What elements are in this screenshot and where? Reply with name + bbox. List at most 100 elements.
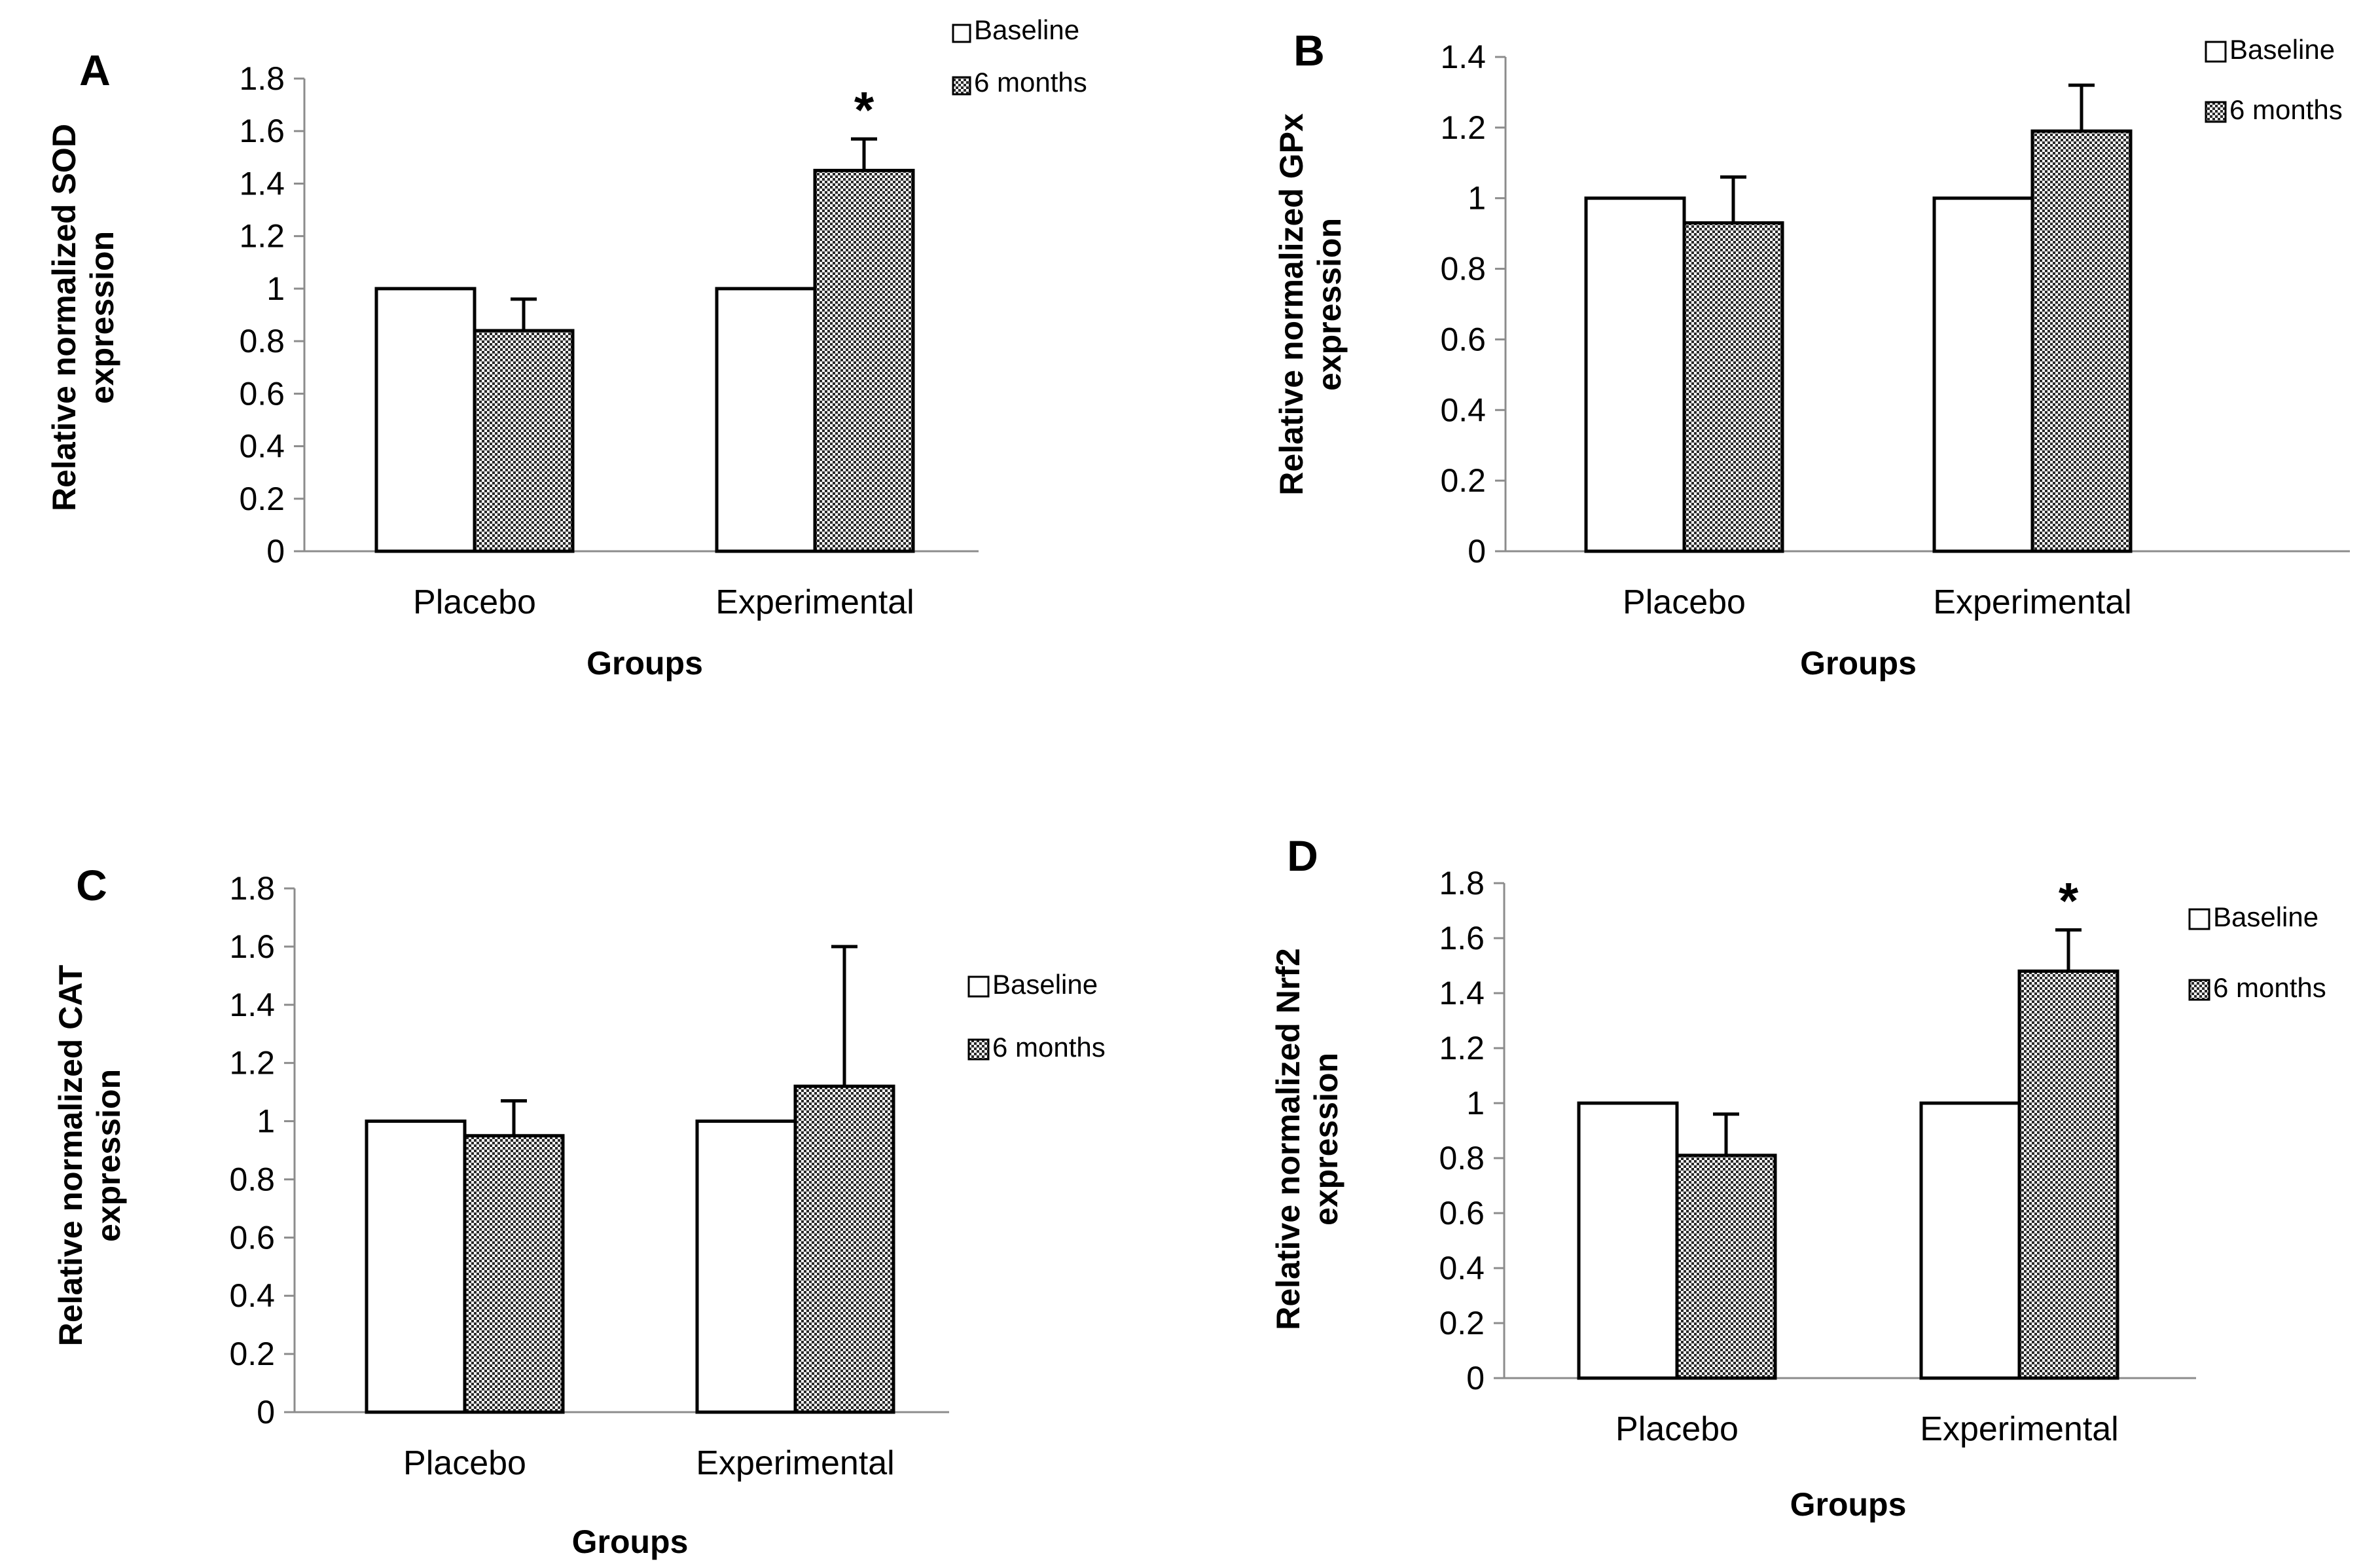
legend-label: Baseline xyxy=(2213,901,2318,932)
x-tick-label: Placebo xyxy=(403,1444,526,1482)
legend-label: Baseline xyxy=(992,969,1098,1000)
y-tick-label: 1.8 xyxy=(1439,865,1485,901)
bar-baseline-placebo xyxy=(374,287,477,553)
bar-6-months-experimental xyxy=(2030,129,2133,553)
y-axis-title-line: expression xyxy=(1311,218,1348,391)
legend-label: 6 months xyxy=(2213,972,2326,1003)
legend-label: 6 months xyxy=(2229,94,2343,125)
y-axis-title-line: Relative normalized CAT xyxy=(52,965,89,1347)
chart-panel-a: A 0 0.2 0.4 0.6 0.8 1 1.2 1.4 1.6 1.8 Placebo * Exper… xyxy=(46,14,1087,682)
bar-baseline-experimental xyxy=(695,1120,797,1414)
y-tick-label: 1.4 xyxy=(1439,975,1485,1011)
y-axis-title-line: Relative normalized Nrf2 xyxy=(1270,948,1307,1330)
legend-swatch xyxy=(2205,101,2227,123)
bar-baseline-experimental xyxy=(715,287,817,553)
y-tick-label: 0.2 xyxy=(229,1336,275,1372)
bar-6-months-placebo xyxy=(473,329,575,553)
x-axis-title: Groups xyxy=(572,1523,689,1560)
y-axis-title-line: expression xyxy=(90,1069,127,1242)
y-axis-title: Relative normalized CATexpression xyxy=(52,965,127,1347)
y-tick-label: 1.2 xyxy=(1439,1030,1485,1066)
legend-label: 6 months xyxy=(992,1032,1106,1063)
panel-letter: D xyxy=(1287,831,1318,880)
legend-swatch xyxy=(2205,41,2227,63)
legend-swatch xyxy=(2188,979,2210,1001)
panel-letter: B xyxy=(1293,26,1325,75)
significance-marker: * xyxy=(2059,871,2079,929)
y-tick-label: 1 xyxy=(257,1103,275,1140)
y-tick-label: 0.4 xyxy=(1439,1250,1485,1286)
y-tick-label: 0.8 xyxy=(239,323,285,359)
legend-swatch xyxy=(967,975,990,998)
y-axis-title: Relative normalized SODexpression xyxy=(46,124,120,511)
legend-swatch xyxy=(952,24,971,43)
y-axis-title-line: expression xyxy=(1308,1053,1344,1226)
x-axis-title: Groups xyxy=(586,645,703,682)
x-tick-label: Experimental xyxy=(1933,583,2131,621)
y-axis-title: Relative normalized Nrf2expression xyxy=(1270,948,1344,1330)
legend-label: 6 months xyxy=(974,67,1087,98)
y-tick-label: 1.2 xyxy=(1440,109,1486,146)
y-tick-label: 0.8 xyxy=(1440,251,1486,287)
bar-6-months-experimental xyxy=(2017,969,2119,1380)
y-tick-label: 1.6 xyxy=(239,113,285,149)
legend-swatch xyxy=(2188,908,2210,930)
y-tick-label: 0.6 xyxy=(1439,1195,1485,1231)
x-tick-label: Experimental xyxy=(696,1444,894,1482)
x-tick-label: Experimental xyxy=(1920,1410,2118,1448)
legend-label: Baseline xyxy=(974,14,1079,45)
y-tick-label: 1 xyxy=(1466,1085,1485,1121)
bar-6-months-experimental xyxy=(793,1084,895,1414)
y-tick-label: 1.4 xyxy=(229,987,275,1023)
y-tick-label: 0.4 xyxy=(239,428,285,465)
y-tick-label: 1 xyxy=(266,270,285,307)
legend-swatch xyxy=(967,1038,990,1061)
y-tick-label: 0.4 xyxy=(229,1277,275,1314)
x-tick-label: Experimental xyxy=(715,583,914,621)
y-tick-label: 0.8 xyxy=(229,1161,275,1197)
y-tick-label: 1 xyxy=(1468,180,1486,217)
x-tick-label: Placebo xyxy=(413,583,536,621)
y-tick-label: 1.6 xyxy=(1439,920,1485,956)
x-tick-label: Placebo xyxy=(1615,1410,1739,1448)
x-axis-title: Groups xyxy=(1790,1486,1907,1523)
legend-swatch xyxy=(952,76,971,96)
panel-letter: C xyxy=(76,861,107,909)
significance-marker: * xyxy=(854,81,874,138)
x-axis-title: Groups xyxy=(1800,645,1917,682)
bar-6-months-experimental xyxy=(813,168,915,553)
bar-baseline-experimental xyxy=(1919,1101,2021,1380)
y-axis-title-line: Relative normalized GPx xyxy=(1273,113,1310,496)
bar-baseline-experimental xyxy=(1932,196,2034,553)
y-tick-label: 0.2 xyxy=(1439,1305,1485,1341)
y-axis-title-line: expression xyxy=(84,231,120,404)
chart-panel-b: B 0 0.2 0.4 0.6 0.8 1 1.2 1.4 Placebo Experimental… xyxy=(1273,26,2350,682)
y-tick-label: 0.6 xyxy=(229,1219,275,1256)
y-tick-label: 0.8 xyxy=(1439,1140,1485,1176)
y-tick-label: 0.6 xyxy=(239,375,285,412)
x-tick-label: Placebo xyxy=(1623,583,1746,621)
y-tick-label: 1.4 xyxy=(1440,39,1486,75)
y-axis-title: Relative normalized GPxexpression xyxy=(1273,113,1348,496)
y-tick-label: 1.4 xyxy=(239,165,285,202)
y-tick-label: 0 xyxy=(257,1394,275,1430)
panel-letter: A xyxy=(79,46,111,94)
y-tick-label: 0.2 xyxy=(1440,462,1486,499)
chart-panel-d: D 0 0.2 0.4 0.6 0.8 1 1.2 1.4 1.6 1.8 Placebo * Exper… xyxy=(1270,831,2326,1523)
bar-6-months-placebo xyxy=(1682,221,1784,553)
y-tick-label: 0 xyxy=(1466,1360,1485,1396)
bar-6-months-placebo xyxy=(463,1134,565,1414)
y-tick-label: 0 xyxy=(1468,533,1486,570)
bar-baseline-placebo xyxy=(365,1120,467,1414)
y-tick-label: 1.6 xyxy=(229,928,275,965)
y-tick-label: 1.8 xyxy=(229,870,275,907)
y-tick-label: 0.2 xyxy=(239,481,285,517)
y-axis-title-line: Relative normalized SOD xyxy=(46,124,82,511)
y-tick-label: 1.2 xyxy=(239,218,285,255)
bar-baseline-placebo xyxy=(1577,1101,1679,1380)
bar-baseline-placebo xyxy=(1584,196,1686,553)
y-tick-label: 0.6 xyxy=(1440,321,1486,357)
y-tick-label: 1.2 xyxy=(229,1045,275,1082)
y-tick-label: 1.8 xyxy=(239,60,285,97)
